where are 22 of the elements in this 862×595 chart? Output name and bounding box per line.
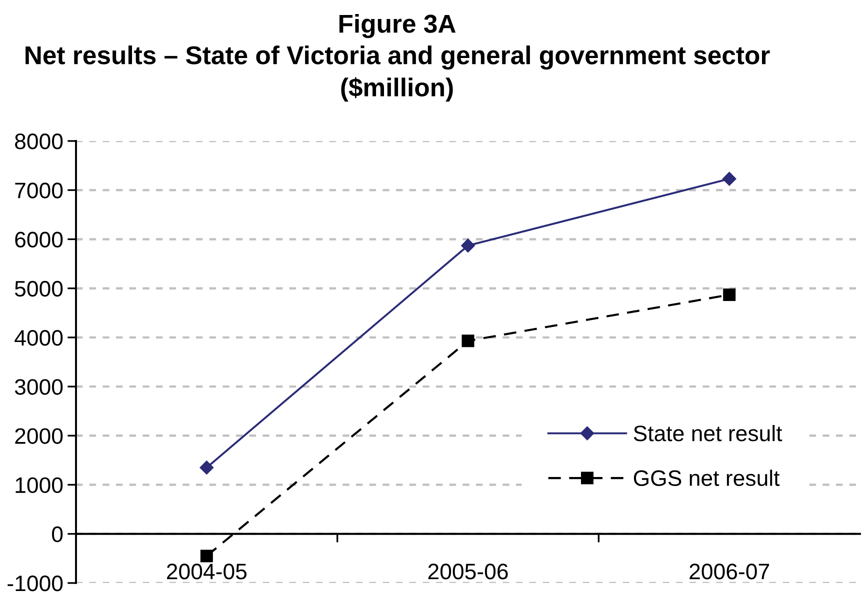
y-tick-label: 5000	[14, 280, 63, 297]
y-tick-label: 6000	[15, 232, 63, 248]
legend-label: GGS net result	[634, 470, 780, 486]
y-tick-label: 8000	[15, 134, 63, 150]
point	[200, 550, 213, 562]
point	[722, 172, 736, 186]
y-tick-label: 0	[52, 526, 63, 542]
point	[200, 460, 214, 474]
legend-label: State net result	[634, 424, 782, 442]
y-tick-label: 3000	[14, 379, 63, 395]
y-tick-label: 1000	[16, 477, 63, 494]
x-tick-label: 2005-06	[428, 564, 508, 580]
y-tick-label: 4000	[14, 330, 63, 346]
y-tick-label: -1000	[8, 576, 63, 592]
point	[723, 288, 736, 301]
chart-title: Figure 3A Net results – State of Victoria and general government sector ($million)	[26, 14, 770, 102]
y-tick-label: 7000	[15, 182, 63, 198]
point	[462, 334, 474, 348]
x-tick-label: 2006-07	[690, 564, 769, 580]
point	[461, 238, 475, 252]
y-tick-label: 2000	[15, 428, 63, 444]
x-tick-label: 2004-05	[167, 564, 247, 580]
